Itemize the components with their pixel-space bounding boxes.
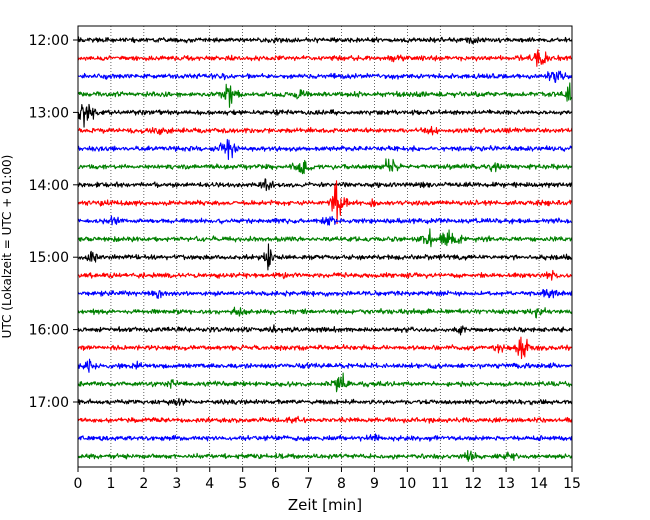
x-axis-label: Zeit [min] — [288, 496, 362, 514]
trace-1745 — [77, 449, 573, 462]
y-tick-label: 13:00 — [29, 105, 69, 121]
trace-1600 — [77, 324, 573, 336]
trace-1700 — [77, 397, 573, 407]
x-tick-label: 14 — [530, 476, 548, 492]
trace-1330 — [77, 138, 573, 160]
y-tick-label: 12:00 — [29, 33, 69, 49]
x-tick-label: 1 — [106, 476, 115, 492]
trace-1245 — [77, 82, 573, 108]
trace-1200 — [77, 36, 573, 45]
seismic-traces — [77, 36, 573, 462]
x-tick-label: 2 — [139, 476, 148, 492]
x-tick-label: 5 — [238, 476, 247, 492]
trace-1545 — [77, 306, 573, 319]
trace-1715 — [77, 415, 573, 424]
x-tick-label: 4 — [205, 476, 214, 492]
y-tick-label: 16:00 — [29, 323, 69, 339]
trace-1445 — [77, 228, 573, 248]
x-tick-label: 10 — [398, 476, 416, 492]
x-axis: 0 1 2 3 4 5 6 7 8 9 10 11 12 13 14 15 — [74, 467, 581, 492]
trace-1630 — [77, 358, 573, 373]
x-tick-label: 8 — [337, 476, 346, 492]
x-tick-label: 11 — [431, 476, 449, 492]
x-tick-label: 3 — [172, 476, 181, 492]
x-tick-label: 15 — [563, 476, 581, 492]
trace-1300 — [77, 103, 573, 128]
trace-1515 — [77, 269, 573, 281]
trace-1400 — [77, 178, 573, 192]
plot-frame — [77, 25, 573, 468]
x-tick-label: 6 — [271, 476, 280, 492]
x-tick-label: 13 — [497, 476, 515, 492]
y-tick-label: 15:00 — [29, 250, 69, 266]
y-axis-label: UTC (Lokalzeit = UTC + 01:00) — [0, 155, 14, 339]
x-tick-label: 9 — [370, 476, 379, 492]
y-tick-label: 17:00 — [29, 395, 69, 411]
y-axis: 12:00 13:00 14:00 15:00 16:00 17:00 — [29, 33, 78, 411]
x-tick-label: 7 — [304, 476, 313, 492]
trace-1430 — [77, 215, 573, 226]
trace-1315 — [77, 125, 573, 136]
trace-1500 — [77, 243, 573, 271]
y-tick-label: 14:00 — [29, 178, 69, 194]
trace-1645 — [77, 372, 573, 393]
x-tick-label: 0 — [74, 476, 83, 492]
trace-1530 — [77, 288, 573, 299]
trace-1345 — [77, 158, 573, 175]
trace-1615 — [77, 336, 573, 360]
trace-1730 — [77, 433, 573, 442]
x-tick-label: 12 — [464, 476, 482, 492]
trace-1415 — [77, 180, 573, 225]
trace-1230 — [77, 70, 573, 83]
trace-1215 — [77, 49, 573, 67]
